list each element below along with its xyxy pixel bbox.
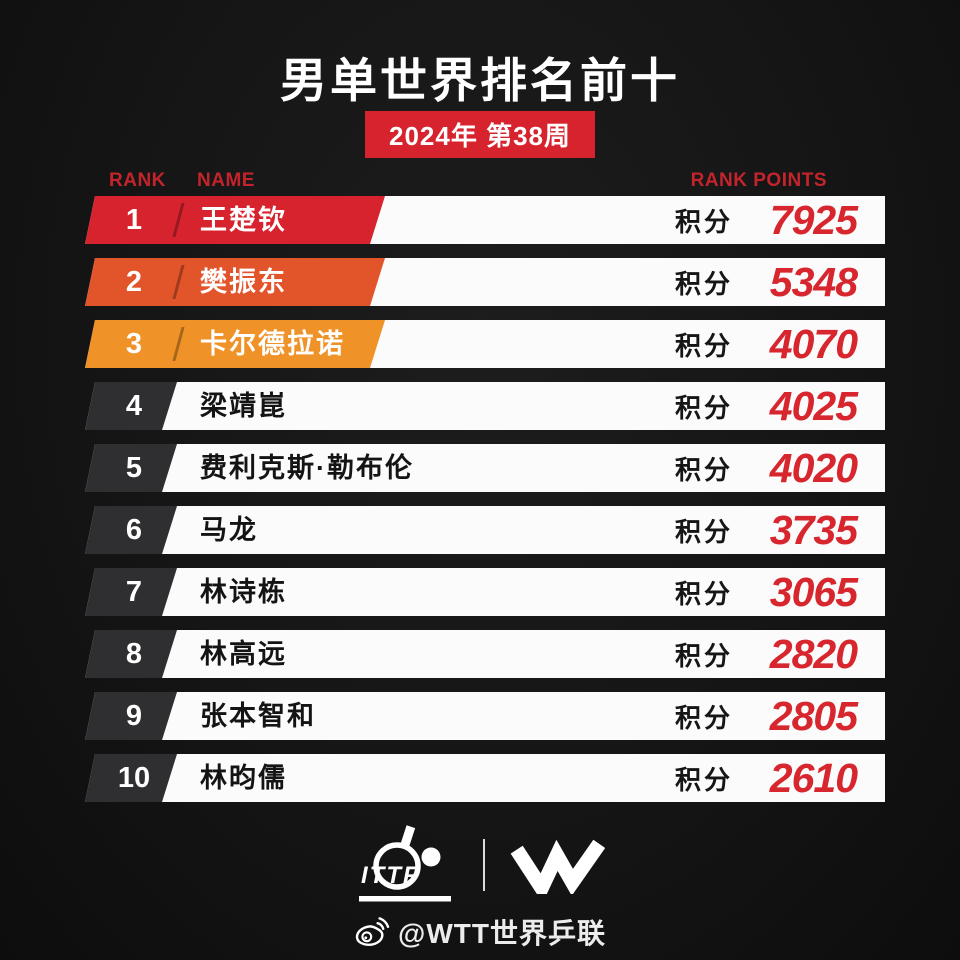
rank-block (85, 568, 177, 616)
points-value: 4070 (769, 320, 858, 367)
points-value: 2610 (769, 754, 858, 801)
column-header-rank-points: RANK POINTS (690, 170, 827, 191)
points-value: 4025 (769, 382, 858, 429)
table-row: 7 林诗栋 积分 3065 (85, 568, 885, 616)
rank-number: 9 (125, 700, 143, 732)
points-label: 积分 (674, 206, 733, 237)
table-row: 5 费利克斯·勒布伦 积分 4020 (85, 444, 885, 492)
table-row: 10 林昀儒 积分 2610 (85, 754, 885, 802)
table-row: 1 王楚钦 积分 7925 (85, 196, 885, 244)
rank-number: 1 (125, 204, 143, 236)
points-label: 积分 (674, 640, 733, 671)
page-title: 男单世界排名前十 (280, 54, 680, 107)
weibo-handle: @WTT世界乒联 (398, 918, 606, 949)
player-name: 费利克斯·勒布伦 (200, 453, 414, 483)
points-value: 5348 (769, 258, 858, 305)
points-label: 积分 (674, 702, 733, 733)
svg-text:ITTF: ITTF (361, 862, 420, 889)
points-label: 积分 (674, 330, 733, 361)
rank-block (85, 630, 177, 678)
rank-block (85, 382, 177, 430)
weibo-row: @WTT世界乒联 (0, 912, 960, 952)
week-badge-container: 2024年 第38周 (0, 111, 960, 158)
ittf-logo-icon: ITTF (355, 824, 459, 906)
points-label: 积分 (674, 764, 733, 795)
rank-number: 4 (125, 390, 143, 422)
rank-number: 2 (125, 266, 143, 298)
player-name: 梁靖崑 (200, 391, 287, 421)
points-label: 积分 (674, 454, 733, 485)
rank-number: 8 (125, 638, 143, 670)
column-header-name: NAME (197, 170, 255, 191)
points-value: 2805 (769, 692, 858, 739)
week-badge: 2024年 第38周 (365, 111, 595, 158)
ranking-table: RANK NAME RANK POINTS 1 王楚钦 积分 7925 2 樊振… (85, 170, 885, 816)
footer: ITTF @WTT世界乒联 (0, 824, 960, 952)
rank-block (85, 692, 177, 740)
points-value: 2820 (769, 630, 858, 677)
rank-number: 3 (125, 328, 143, 360)
logo-row: ITTF (0, 824, 960, 906)
rank-block (85, 506, 177, 554)
column-header-rank: RANK (109, 170, 166, 191)
table-row: 6 马龙 积分 3735 (85, 506, 885, 554)
table-row: 9 张本智和 积分 2805 (85, 692, 885, 740)
player-name: 樊振东 (200, 267, 287, 297)
rank-block (85, 444, 177, 492)
table-row: 4 梁靖崑 积分 4025 (85, 382, 885, 430)
points-value: 4020 (769, 444, 858, 491)
player-name: 林昀儒 (200, 763, 287, 793)
player-name: 张本智和 (200, 701, 316, 731)
rank-block (85, 196, 385, 244)
rank-number: 10 (117, 762, 151, 794)
table-row: 2 樊振东 积分 5348 (85, 258, 885, 306)
player-name: 卡尔德拉诺 (200, 329, 345, 359)
rank-number: 7 (125, 576, 143, 608)
logo-divider (483, 839, 485, 891)
table-header: RANK NAME RANK POINTS (85, 170, 885, 196)
player-name: 马龙 (200, 515, 258, 545)
points-label: 积分 (674, 268, 733, 299)
weibo-icon (354, 916, 390, 948)
rank-block (85, 258, 385, 306)
rank-block (85, 754, 177, 802)
rank-number: 5 (125, 452, 143, 484)
points-value: 3065 (769, 568, 858, 615)
player-name: 林诗栋 (200, 577, 287, 607)
wtt-logo-icon (509, 836, 605, 894)
points-value: 7925 (769, 196, 858, 243)
points-label: 积分 (674, 578, 733, 609)
points-value: 3735 (769, 506, 858, 553)
player-name: 王楚钦 (200, 205, 287, 235)
table-row: 3 卡尔德拉诺 积分 4070 (85, 320, 885, 368)
points-label: 积分 (674, 392, 733, 423)
player-name: 林高远 (200, 639, 287, 669)
points-label: 积分 (674, 516, 733, 547)
rank-number: 6 (125, 514, 143, 546)
table-row: 8 林高远 积分 2820 (85, 630, 885, 678)
rank-block (85, 320, 385, 368)
